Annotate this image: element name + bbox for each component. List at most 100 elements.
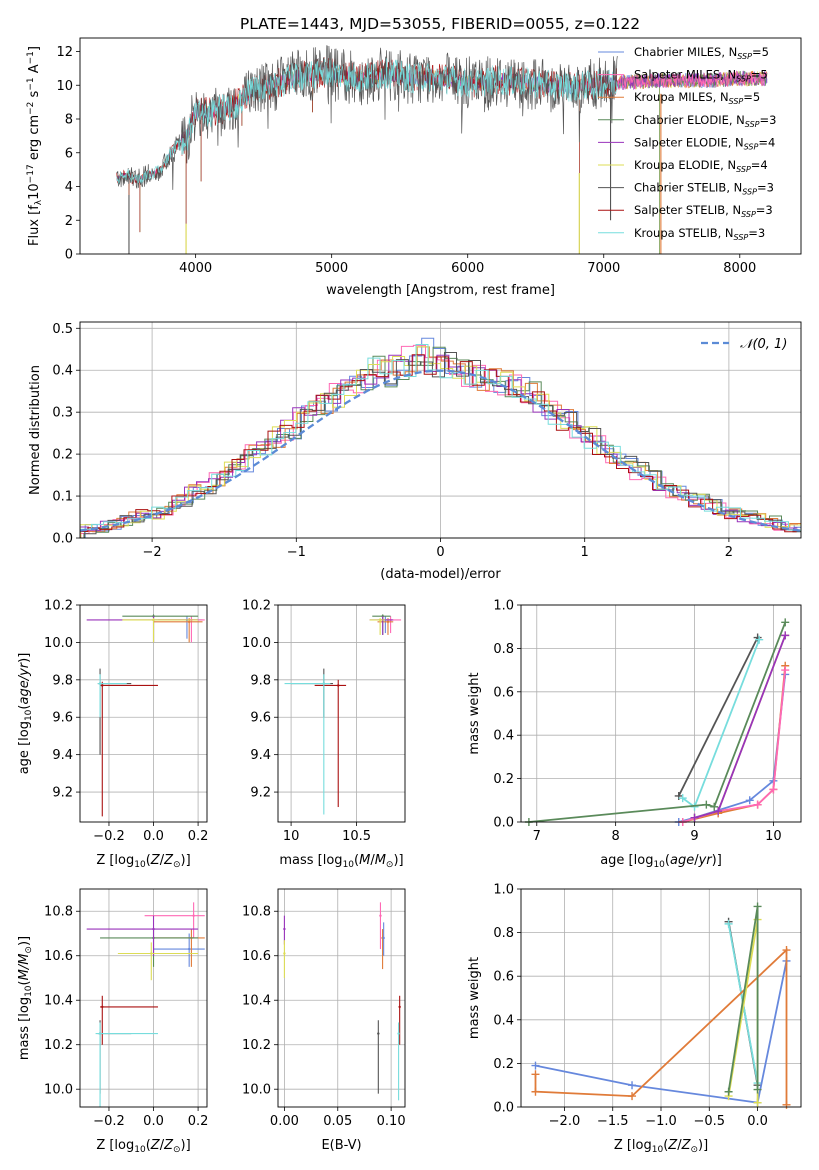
data-point-krou_miles: [386, 620, 390, 624]
x-tick-label: −1.0: [645, 1114, 677, 1129]
data-point-salp_stelib: [398, 1005, 401, 1009]
y-tick-label: 10.8: [242, 905, 271, 920]
x-tick-label: 0.00: [270, 1114, 299, 1129]
y-tick-label: 10: [56, 79, 73, 94]
weight-marker-salp_elodie: [690, 813, 699, 822]
y-tick-label: 0.6: [493, 685, 514, 700]
x-axis-label: wavelength [Angstrom, rest frame]: [326, 283, 555, 298]
data-point-salp_miles: [192, 914, 195, 917]
legend-label-chab_elodie: Chabrier ELODIE, NSSP=3: [634, 113, 776, 129]
y-tick-label: 0.2: [493, 1057, 514, 1072]
weight-marker-krou_miles: [782, 946, 791, 955]
y-tick-label: 10.6: [44, 949, 73, 964]
data-point-krou_stelib: [397, 1032, 400, 1035]
y-tick-label: 9.6: [52, 711, 73, 726]
legend-label-krou_stelib: Kroupa STELIB, NSSP=3: [634, 226, 765, 242]
data-point-salp_miles: [379, 914, 382, 917]
x-axis-label: E(B-V): [321, 1138, 361, 1153]
data-point-krou_miles: [187, 620, 191, 624]
x-tick-label: 4000: [179, 261, 212, 276]
age-vs-mass-panel: 10 10.5 9.2 9.4 9.6 9.8 10.0 10.2 mass [log10(M/…: [242, 599, 406, 870]
x-tick-label: −2.0: [549, 1114, 581, 1129]
data-point-salp_stelib: [101, 1005, 104, 1009]
y-tick-label: 0.3: [52, 406, 73, 421]
mass-vs-ebv-panel: 0.00 0.05 0.10 10.0 10.2 10.4 10.6 10.8 E(B-V): [242, 888, 406, 1153]
age-vs-metallicity-panel: −0.2 0.0 0.2 9.2 9.4 9.6 9.8 10.0 10.2 Z [log10(Z…: [17, 599, 208, 871]
x-tick-label: −2: [143, 545, 162, 560]
x-tick-label: 0.2: [188, 1114, 209, 1129]
x-tick-label: 0.2: [188, 829, 209, 844]
y-axis-label: age [log10(age/yr)]: [17, 653, 34, 775]
data-point-krou_elodie: [152, 618, 155, 622]
weight-marker-chab_elodie: [781, 618, 790, 627]
axes-frame: [277, 888, 406, 1108]
y-tick-label: 10.0: [44, 1083, 73, 1098]
x-axis-label: mass [log10(M/M⊙)]: [279, 853, 403, 870]
weight-marker-salp_miles: [753, 800, 762, 809]
x-tick-label: 0.0: [747, 1114, 768, 1129]
axes-frame: [520, 888, 802, 1108]
weight-marker-salp_elodie: [781, 631, 790, 640]
residual-hist-krou_miles: [80, 346, 801, 538]
data-point-salp_elodie: [152, 927, 155, 931]
residual-hist-salp_miles: [80, 344, 798, 534]
data-point-krou_stelib: [322, 682, 326, 685]
y-tick-label: 1.0: [493, 599, 514, 614]
x-tick-label: 10.5: [342, 829, 371, 844]
residuals-panel: −2 −1 0 1 2 0.0 0.1 0.2 0.3 0.4 0.5 𝒩(0, 1) (data-mo…: [28, 321, 802, 582]
x-tick-label: 0.10: [377, 1114, 406, 1129]
axes-frame: [520, 604, 802, 823]
y-tick-label: 10.6: [242, 949, 271, 964]
weight-marker-salp_elodie: [714, 807, 723, 816]
y-tick-label: 0.4: [52, 364, 73, 379]
legend-label-krou_elodie: Kroupa ELODIE, NSSP=4: [634, 158, 768, 174]
y-tick-label: 10.2: [242, 599, 271, 614]
weight-marker-chab_miles: [531, 1061, 540, 1070]
weight-marker-chab_miles: [628, 1081, 637, 1090]
data-point-salp_stelib: [337, 684, 340, 687]
x-tick-label: 8000: [723, 261, 756, 276]
x-tick-label: 10: [283, 829, 300, 844]
y-tick-label: 0: [65, 248, 73, 263]
x-tick-label: 7000: [587, 261, 620, 276]
y-tick-label: 8: [65, 113, 73, 128]
data-point-chab_miles: [187, 947, 191, 951]
x-tick-label: 6000: [451, 261, 484, 276]
y-tick-label: 2: [65, 214, 73, 229]
data-point-salp_elodie: [283, 927, 286, 931]
weight-marker-krou_stelib: [724, 919, 733, 928]
y-tick-label: 0.8: [493, 642, 514, 657]
y-tick-label: 6: [65, 146, 73, 161]
weight-vs-metallicity-panel: −2.0 −1.5 −1.0 −0.5 0.0 0.0 0.2 0.4 0.6 0.8 1.0 Z […: [467, 883, 802, 1155]
legend-label-chab_miles: Chabrier MILES, NSSP=5: [634, 45, 769, 61]
weight-marker-chab_miles: [745, 796, 754, 805]
y-tick-label: 10.2: [44, 1038, 73, 1053]
legend-label-normal: 𝒩(0, 1): [740, 337, 787, 352]
data-point-krou_elodie: [150, 952, 153, 955]
x-tick-label: 0.0: [143, 1114, 164, 1129]
legend-label-salp_stelib: Salpeter STELIB, NSSP=3: [634, 203, 773, 219]
y-tick-label: 9.8: [250, 673, 271, 688]
data-point-krou_elodie: [283, 952, 286, 955]
y-axis-label: mass weight: [467, 672, 482, 754]
legend-label-krou_miles: Kroupa MILES, NSSP=5: [634, 90, 760, 106]
data-point-krou_stelib: [98, 1032, 102, 1035]
y-axis-label: mass [log10(M/M⊙)]: [17, 936, 34, 1060]
y-tick-label: 10.0: [242, 1083, 271, 1098]
y-tick-label: 0.2: [52, 448, 73, 463]
axes-frame: [79, 888, 208, 1108]
y-axis-label: Flux [fλ10−17 erg cm−2 s−1 A−1]: [26, 46, 44, 246]
y-tick-label: 10.2: [44, 599, 73, 614]
x-tick-label: −0.2: [93, 1114, 125, 1129]
weight-marker-salp_miles: [781, 666, 790, 675]
x-tick-label: 0.05: [323, 1114, 352, 1129]
residual-hist-chab_stelib: [83, 352, 801, 538]
weight-marker-krou_stelib: [678, 794, 687, 803]
y-tick-label: 9.2: [52, 786, 73, 801]
legend-label-salp_miles: Salpeter MILES, NSSP=5: [634, 68, 768, 84]
weight-marker-krou_stelib: [755, 635, 764, 644]
data-point-chab_stelib: [377, 1032, 380, 1035]
weight-marker-chab_elodie: [724, 1087, 733, 1096]
x-tick-label: −1.5: [597, 1114, 629, 1129]
